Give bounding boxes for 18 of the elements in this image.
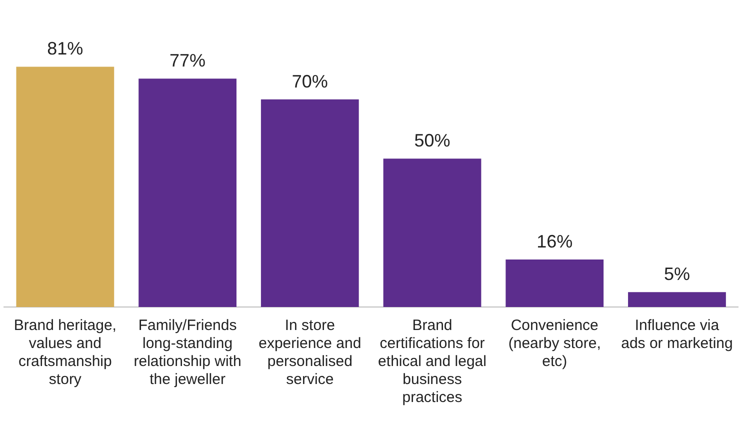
- x-tick-label: Influence via ads or marketing: [621, 317, 733, 352]
- bar: [506, 260, 604, 307]
- data-label: 70%: [292, 71, 328, 92]
- data-label: 50%: [414, 130, 450, 151]
- bar: [138, 78, 236, 307]
- bar: [628, 292, 726, 307]
- data-label: 77%: [170, 50, 206, 71]
- bar: [383, 158, 482, 307]
- x-tick-label: In store experience and personalised service: [258, 317, 362, 388]
- x-tick-label: Brand heritage, values and craftsmanship story: [14, 317, 116, 388]
- bar: [16, 66, 114, 307]
- data-label: 81%: [47, 38, 84, 59]
- x-tick-label: Family/Friends long-standing relationship with the jeweller: [134, 317, 242, 388]
- data-label: 5%: [664, 264, 690, 284]
- bar: [260, 99, 359, 307]
- x-tick-label: Brand certifications for ethical and legal business practices: [378, 317, 486, 406]
- data-label: 16%: [536, 232, 573, 252]
- x-tick-label: Convenience (nearby store, etc): [508, 317, 601, 370]
